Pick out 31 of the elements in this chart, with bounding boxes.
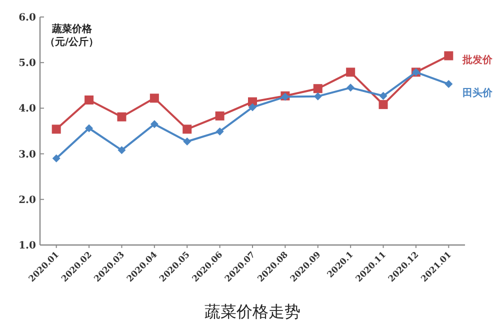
point [378, 100, 388, 110]
point [183, 137, 192, 146]
point [118, 146, 126, 154]
point [117, 112, 126, 122]
point [379, 92, 388, 100]
series-label: 批发价 [462, 54, 494, 66]
y-tick-label: 5.0 [18, 58, 36, 70]
y-tick-label: 4.0 [18, 104, 36, 115]
point [314, 92, 322, 100]
point [150, 120, 158, 128]
series-label: 田头价 [462, 87, 494, 100]
point [85, 124, 94, 132]
point [150, 94, 159, 103]
text: 蔬菜价格走势 [204, 302, 300, 321]
point [182, 124, 192, 134]
point [52, 124, 61, 134]
point [215, 111, 224, 120]
y-axis-title: 蔬菜价格（元/公斤） [45, 23, 99, 48]
y-tick-label: 1.0 [18, 240, 36, 252]
y-tick-label: 2.0 [18, 194, 36, 206]
point [346, 68, 356, 77]
point [52, 154, 60, 162]
point [313, 84, 322, 94]
point [444, 51, 454, 60]
y-tick-label: 6.0 [18, 12, 36, 24]
point [346, 84, 355, 92]
point [84, 95, 94, 104]
point [248, 103, 256, 112]
point [216, 127, 224, 136]
y-tick-label: 3.0 [18, 149, 36, 160]
point [444, 80, 453, 88]
